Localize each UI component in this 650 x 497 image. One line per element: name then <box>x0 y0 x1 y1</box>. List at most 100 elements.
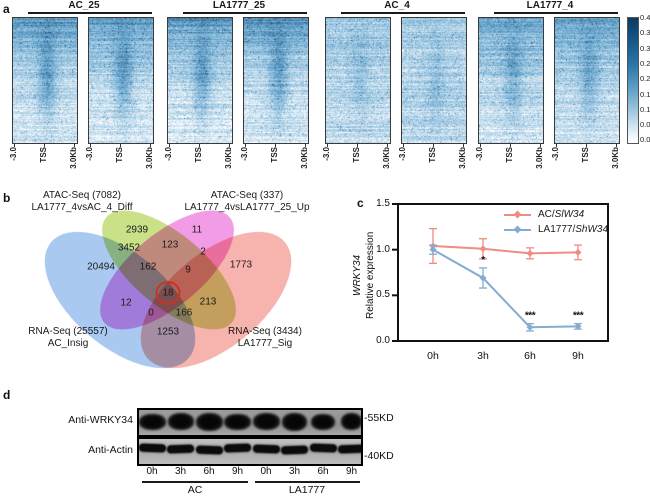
antibody-label-actin: Anti-Actin <box>30 444 133 456</box>
heatmap-group-overline <box>183 12 307 14</box>
heatmap-x-tick-label: -3.0 <box>9 147 18 161</box>
heatmap-x-tick-label: 3.0Kb <box>145 147 154 169</box>
heatmap-x-tick-label: -3.0 <box>164 147 173 161</box>
heatmap-group-title: LA1777_25 <box>169 0 309 11</box>
heatmap-group-overline <box>28 12 152 14</box>
venn-region-count: 20494 <box>87 262 115 273</box>
venn-region-count: 162 <box>140 262 157 273</box>
heatmap-x-tick-label: TSS <box>115 147 124 163</box>
western-blot-actin <box>137 437 363 466</box>
legend-gene: SlW34 <box>555 209 584 220</box>
legend-prefix: LA1777/ <box>538 224 575 235</box>
heatmap-x-tick-label: TSS <box>39 147 48 163</box>
venn-region-count: 3452 <box>118 243 140 254</box>
venn-region-count: 0 <box>148 308 154 319</box>
heatmap-x-tick-label: 3.0Kb <box>300 147 309 169</box>
y-tick-label: 0.0 <box>366 335 390 346</box>
heatmap-x-tick-label: -3.0 <box>475 147 484 161</box>
heatmap-x-tick-label: 3.0Kb <box>535 147 544 169</box>
western-blot-wrky34 <box>137 408 363 437</box>
protein-band-actin <box>309 444 336 453</box>
protein-band-wrky34 <box>341 413 362 430</box>
x-tick-label: 6h <box>524 350 536 362</box>
blot-lane-label: 3h <box>289 466 300 477</box>
legend-gene: ShW34 <box>575 224 608 235</box>
heatmap-x-tick-label: 3.0Kb <box>458 147 467 169</box>
heatmap-canvas <box>12 17 78 144</box>
heatmap-x-tick-label: -3.0 <box>398 147 407 161</box>
series-line <box>433 250 578 328</box>
heatmap-x-tick-label: 3.0Kb <box>611 147 620 169</box>
colorbar-tick-label: 0.20 <box>640 75 650 83</box>
legend-label-la1777: LA1777/ShW34 <box>538 224 608 235</box>
heatmap-group-title: AC_25 <box>14 0 154 11</box>
protein-band-actin <box>338 445 363 454</box>
heatmap-canvas <box>243 17 309 144</box>
panel-d-label: d <box>3 388 10 402</box>
heatmap-canvas <box>478 17 544 144</box>
venn-set-label-atac-up: ATAC-Seq (337) LA1777_4vsLA1777_25_Up <box>172 190 322 214</box>
group-label-ac: AC <box>188 484 203 496</box>
y-tick-label: 0.5 <box>366 289 390 300</box>
venn-set-subtitle: AC_Insig <box>48 338 89 349</box>
data-point-marker <box>480 245 487 252</box>
heatmap-colorbar <box>627 17 639 144</box>
protein-band-actin <box>167 445 194 454</box>
heatmap-x-tick-label: 3.0Kb <box>382 147 391 169</box>
legend-label-ac: AC/SlW34 <box>538 209 584 220</box>
blot-lane-label: 3h <box>175 466 186 477</box>
venn-region-count: 166 <box>176 308 193 319</box>
heatmap-canvas <box>325 17 391 144</box>
group-underline-ac <box>142 481 248 483</box>
heatmap-x-tick-label: -3.0 <box>322 147 331 161</box>
protein-band-wrky34 <box>139 414 166 430</box>
heatmap-x-tick-label: TSS <box>505 147 514 163</box>
blot-lane-label: 0h <box>260 466 271 477</box>
chart-legend: AC/SlW34 LA1777/ShW34 <box>504 207 608 237</box>
blot-lane-label: 0h <box>146 466 157 477</box>
heatmap-canvas <box>401 17 467 144</box>
significance-mark: *** <box>525 311 536 322</box>
colorbar-tick-label: 0.15 <box>640 91 650 99</box>
protein-band-actin <box>224 444 251 453</box>
colorbar-tick-label: 0.10 <box>640 106 650 114</box>
venn-region-count: 123 <box>162 240 179 251</box>
heatmap-group-overline <box>341 12 465 14</box>
legend-line-la1777 <box>504 229 531 231</box>
y-tick-label: 1.5 <box>366 198 390 209</box>
protein-band-actin <box>138 444 165 453</box>
venn-set-title: ATAC-Seq (337) <box>211 190 283 201</box>
protein-band-actin <box>195 446 222 455</box>
venn-region-count: 12 <box>120 298 131 309</box>
significance-mark: * <box>481 255 485 266</box>
size-marker-55kd: -55KD <box>364 412 394 424</box>
venn-set-subtitle: LA1777_Sig <box>238 338 293 349</box>
venn-region-count: 11 <box>192 225 202 236</box>
heatmap-canvas <box>554 17 620 144</box>
heatmap-canvas <box>167 17 233 144</box>
data-point-marker <box>575 249 582 256</box>
panel-a-label: a <box>3 2 10 16</box>
blot-lane-label: 9h <box>232 466 243 477</box>
blot-lane-label: 6h <box>203 466 214 477</box>
venn-region-count: 9 <box>185 265 191 276</box>
legend-marker-la1777 <box>514 225 522 233</box>
heatmap-x-tick-label: TSS <box>352 147 361 163</box>
protein-band-wrky34 <box>196 413 223 431</box>
venn-region-count: 2939 <box>126 225 148 236</box>
colorbar-tick-label: 0.40 <box>640 14 650 22</box>
x-tick-label: 0h <box>427 350 439 362</box>
colorbar-tick-label: 0.00 <box>640 136 650 144</box>
colorbar-tick-label: 0.35 <box>640 29 650 37</box>
protein-band-actin <box>281 446 308 455</box>
protein-band-wrky34 <box>311 414 335 430</box>
heatmap-x-tick-label: TSS <box>428 147 437 163</box>
data-point-marker <box>527 250 534 257</box>
heatmap-x-tick-label: 3.0Kb <box>69 147 78 169</box>
legend-line-ac <box>504 214 531 216</box>
venn-region-count: 1773 <box>230 260 252 271</box>
group-underline-la1777 <box>255 481 360 483</box>
colorbar-tick-label: 0.05 <box>640 121 650 129</box>
significance-mark: *** <box>573 311 584 322</box>
heatmap-canvas <box>88 17 154 144</box>
